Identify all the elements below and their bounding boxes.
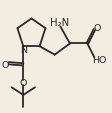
Text: H₂N: H₂N xyxy=(50,17,69,27)
Text: HO: HO xyxy=(92,56,106,65)
Text: O: O xyxy=(93,23,100,32)
Text: O: O xyxy=(2,60,9,69)
Text: N: N xyxy=(20,46,27,55)
Text: O: O xyxy=(19,79,27,87)
